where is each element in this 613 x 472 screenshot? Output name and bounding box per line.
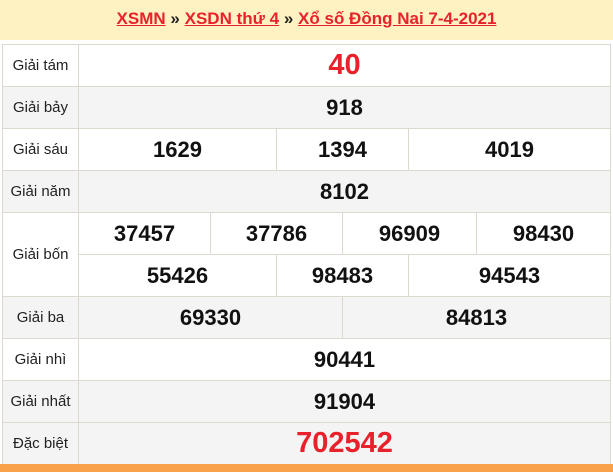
prize-number: 84813	[343, 297, 611, 338]
result-row: Giải sáu 1629 1394 4019	[2, 129, 611, 171]
prize-label: Đặc biệt	[3, 423, 79, 464]
prize-number: 90441	[79, 339, 611, 380]
prize-number: 702542	[79, 423, 611, 464]
result-row: Giải tám 40	[2, 45, 611, 87]
result-row: Giải bốn 37457 37786 96909 98430 55426 98483 94…	[2, 213, 611, 297]
prize-label: Giải nhì	[3, 339, 79, 380]
prize-label: Giải nhất	[3, 381, 79, 422]
prize-number: 8102	[79, 171, 611, 212]
prize-number: 37786	[211, 213, 343, 254]
prize-number: 94543	[409, 255, 611, 296]
results-table: Giải tám 40 Giải bảy 918 Giải sáu 1629 1394 401…	[2, 44, 611, 465]
result-row: Giải bảy 918	[2, 87, 611, 129]
breadcrumb-link-xsmn[interactable]: XSMN	[116, 9, 166, 28]
prize-number: 1629	[79, 129, 277, 170]
prize-number: 55426	[79, 255, 277, 296]
prize-label: Giải sáu	[3, 129, 79, 170]
breadcrumb-separator: »	[170, 9, 180, 28]
prize-label: Giải ba	[3, 297, 79, 338]
result-row: Giải nhì 90441	[2, 339, 611, 381]
prize-number: 98483	[277, 255, 409, 296]
prize-label: Giải bảy	[3, 87, 79, 128]
prize-number: 69330	[79, 297, 343, 338]
prize-number: 918	[79, 87, 611, 128]
prize-label: Giải bốn	[3, 213, 79, 296]
prize-number: 98430	[477, 213, 611, 254]
result-row: Giải nhất 91904	[2, 381, 611, 423]
prize-number: 96909	[343, 213, 477, 254]
prize-label: Giải năm	[3, 171, 79, 212]
result-row: Đặc biệt 702542	[2, 423, 611, 465]
breadcrumb: XSMN » XSDN thứ 4 » Xổ số Đồng Nai 7-4-2…	[0, 0, 613, 40]
result-row: Giải ba 69330 84813	[2, 297, 611, 339]
breadcrumb-link-xsdn[interactable]: XSDN thứ 4	[184, 9, 280, 28]
prize-number: 4019	[409, 129, 611, 170]
prize-number: 37457	[79, 213, 211, 254]
prize-number: 40	[79, 45, 611, 86]
breadcrumb-separator: »	[283, 9, 294, 28]
prize-number: 91904	[79, 381, 611, 422]
prize-label: Giải tám	[3, 45, 79, 86]
breadcrumb-link-current[interactable]: Xổ số Đồng Nai 7-4-2021	[298, 9, 497, 28]
prize-number: 1394	[277, 129, 409, 170]
result-row: Giải năm 8102	[2, 171, 611, 213]
bottom-bar	[0, 464, 613, 472]
